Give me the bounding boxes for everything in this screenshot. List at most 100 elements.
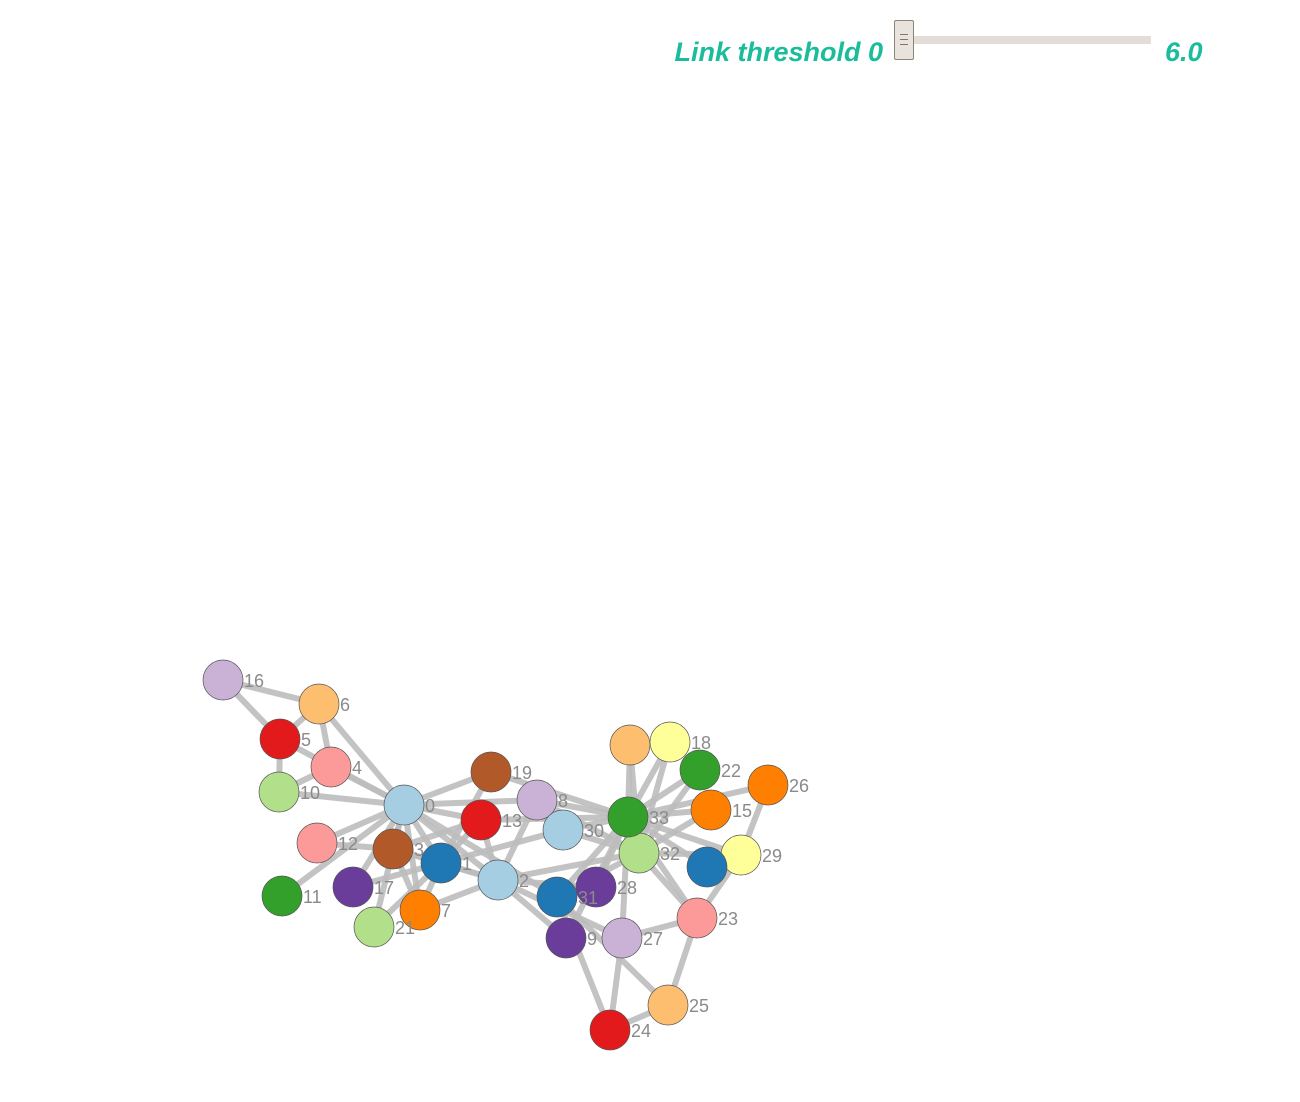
node-circle[interactable]	[747, 764, 789, 806]
link-threshold-control: Link threshold 0 6.0	[0, 0, 1300, 90]
node-label: 23	[718, 909, 738, 929]
node-label: 8	[558, 791, 568, 811]
node-circle[interactable]	[383, 784, 425, 826]
node-label: 6	[340, 695, 350, 715]
node-30[interactable]: 30	[542, 809, 604, 851]
threshold-slider-track[interactable]	[905, 36, 1151, 44]
node-circle[interactable]	[679, 749, 721, 791]
node-circle[interactable]	[649, 721, 691, 763]
node-2[interactable]: 2	[477, 859, 529, 901]
node-label: 31	[578, 888, 598, 908]
node-circle[interactable]	[536, 876, 578, 918]
node-22[interactable]: 22	[679, 749, 741, 791]
node-10[interactable]: 10	[258, 771, 320, 813]
node-circle[interactable]	[589, 1009, 631, 1051]
node-circle[interactable]	[618, 832, 660, 874]
node-circle[interactable]	[399, 889, 441, 931]
node-label: 28	[617, 878, 637, 898]
node-7[interactable]: 7	[399, 889, 451, 931]
link-threshold-label: Link threshold 0	[674, 37, 883, 67]
node-circle[interactable]	[298, 683, 340, 725]
node-13[interactable]: 13	[460, 799, 522, 841]
threshold-max-value: 6.0	[1165, 37, 1203, 67]
node-circle[interactable]	[545, 917, 587, 959]
node-label: 21	[395, 918, 415, 938]
node-label: 32	[660, 844, 680, 864]
node-circle[interactable]	[601, 917, 643, 959]
node-circle[interactable]	[516, 779, 558, 821]
node-label: 5	[301, 730, 311, 750]
node-circle[interactable]	[332, 866, 374, 908]
node-circle[interactable]	[676, 897, 718, 939]
node-23[interactable]: 23	[676, 897, 738, 939]
node-label: 25	[689, 996, 709, 1016]
node-12[interactable]: 12	[296, 822, 358, 864]
node-label: 33	[649, 808, 669, 828]
grip-line	[900, 39, 908, 40]
node-label: 17	[374, 878, 394, 898]
node-circle[interactable]	[690, 789, 732, 831]
node-25[interactable]: 25	[647, 984, 709, 1026]
node-circle[interactable]	[261, 875, 303, 917]
node-4[interactable]: 4	[310, 746, 362, 788]
node-6[interactable]: 6	[298, 683, 350, 725]
node-19[interactable]: 19	[470, 751, 532, 793]
node-circle[interactable]	[460, 799, 502, 841]
node-21[interactable]: 21	[353, 906, 415, 948]
node-label: 18	[691, 733, 711, 753]
node-28[interactable]: 28	[575, 866, 637, 908]
node-label: 22	[721, 761, 741, 781]
grip-lines-icon	[900, 34, 908, 35]
node-circle[interactable]	[477, 859, 519, 901]
node-label: 26	[789, 776, 809, 796]
node-circle[interactable]	[202, 659, 244, 701]
node-circle[interactable]	[607, 796, 649, 838]
node-11[interactable]: 11	[261, 875, 322, 917]
node-9[interactable]: 9	[545, 917, 597, 959]
node-31[interactable]: 31	[536, 876, 598, 918]
node-5[interactable]: 5	[259, 718, 311, 760]
node-label: 1	[462, 854, 472, 874]
node-29[interactable]: 29	[720, 834, 782, 876]
node-label: 9	[587, 929, 597, 949]
node-circle[interactable]	[372, 828, 414, 870]
node-label: 3	[414, 840, 424, 860]
node-circle[interactable]	[296, 822, 338, 864]
node-18[interactable]: 18	[649, 721, 711, 763]
node-0[interactable]: 0	[383, 784, 435, 826]
node-circle[interactable]	[575, 866, 617, 908]
node-label: 19	[512, 763, 532, 783]
link-0-8	[403, 797, 538, 808]
node-27[interactable]: 27	[601, 917, 663, 959]
node-32[interactable]: 32	[618, 832, 680, 874]
node-16[interactable]: 16	[202, 659, 264, 701]
node-circle[interactable]	[258, 771, 300, 813]
node-label: 4	[352, 758, 362, 778]
node-8[interactable]: 8	[516, 779, 568, 821]
link-1-30	[440, 827, 564, 866]
node-circle[interactable]	[542, 809, 584, 851]
node-26[interactable]: 26	[747, 764, 809, 806]
node-circle[interactable]	[420, 842, 462, 884]
node-3[interactable]: 3	[372, 828, 424, 870]
node-14[interactable]	[609, 724, 651, 766]
node-circle[interactable]	[686, 846, 728, 888]
grip-line	[900, 44, 908, 45]
node-circle[interactable]	[310, 746, 352, 788]
node-circle[interactable]	[609, 724, 651, 766]
threshold-slider-handle[interactable]	[894, 20, 914, 60]
node-33[interactable]: 33	[607, 796, 669, 838]
node-label: 24	[631, 1021, 651, 1041]
node-circle[interactable]	[470, 751, 512, 793]
node-1[interactable]: 1	[420, 842, 472, 884]
node-label: 2	[519, 871, 529, 891]
node-24[interactable]: 24	[589, 1009, 651, 1051]
node-circle[interactable]	[647, 984, 689, 1026]
node-circle[interactable]	[259, 718, 301, 760]
node-17[interactable]: 17	[332, 866, 394, 908]
node-circle[interactable]	[353, 906, 395, 948]
node-35[interactable]	[686, 846, 728, 888]
node-label: 13	[502, 811, 522, 831]
node-15[interactable]: 15	[690, 789, 752, 831]
